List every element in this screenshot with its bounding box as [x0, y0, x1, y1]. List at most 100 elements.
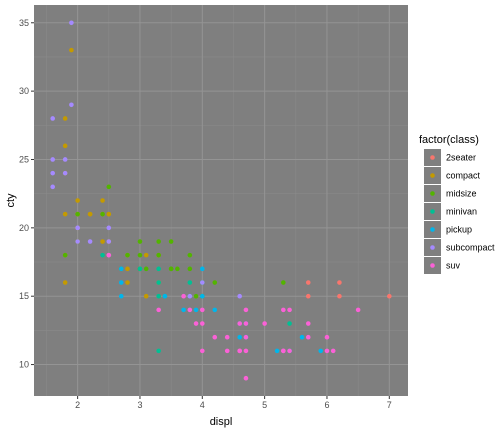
point-midsize: [100, 211, 105, 217]
data-points: [50, 20, 392, 381]
point-midsize: [156, 252, 161, 258]
point-suv: [243, 375, 249, 381]
point-minivan: [137, 266, 143, 272]
legend-items: 2seater compact midsize minivan pickup subcom…: [424, 149, 495, 274]
point-subcompact: [62, 157, 68, 162]
legend-swatch-subcompact: [430, 245, 435, 250]
point-compact: [125, 266, 130, 272]
point-midsize: [137, 252, 143, 258]
legend-label-2seater: 2seater: [446, 153, 476, 163]
point-suv: [243, 307, 249, 313]
point-compact: [100, 198, 105, 203]
point-midsize: [175, 266, 180, 272]
point-subcompact: [75, 225, 80, 231]
major-gridlines: [34, 5, 408, 396]
point-compact: [87, 211, 93, 217]
point-suv: [287, 348, 292, 354]
point-compact: [69, 47, 74, 53]
point-minivan: [100, 252, 105, 258]
point-midsize: [62, 252, 68, 258]
point-subcompact: [50, 170, 55, 176]
point-suv: [156, 307, 161, 313]
legend-label-pickup: pickup: [446, 225, 472, 235]
legend-label-subcompact: subcompact: [446, 243, 495, 253]
point-subcompact: [187, 293, 193, 299]
point-2seater: [337, 293, 342, 299]
point-suv: [200, 348, 205, 354]
legend-swatch-suv: [430, 263, 435, 268]
point-suv: [237, 321, 242, 326]
x-tick-label: 2: [75, 400, 80, 410]
point-midsize: [187, 252, 193, 258]
point-suv: [187, 307, 193, 313]
point-2seater: [337, 280, 342, 285]
point-minivan: [187, 280, 193, 285]
legend-swatch-2seater: [430, 155, 435, 160]
point-suv: [324, 334, 330, 340]
x-tick-label: 7: [387, 400, 392, 410]
point-subcompact: [200, 280, 205, 285]
point-compact: [100, 239, 105, 244]
point-suv: [224, 348, 230, 354]
point-suv: [212, 334, 218, 340]
legend-label-midsize: midsize: [446, 189, 477, 199]
point-pickup: [162, 293, 168, 299]
legend-label-minivan: minivan: [446, 207, 477, 217]
x-tick-label: 6: [324, 400, 329, 410]
point-suv: [243, 348, 249, 354]
point-suv: [287, 307, 292, 313]
point-compact: [143, 252, 149, 258]
y-tick-label: 30: [19, 86, 29, 96]
x-tick-label: 4: [200, 400, 205, 410]
point-pickup: [200, 293, 205, 299]
point-compact: [143, 293, 149, 299]
legend-title: factor(class): [419, 134, 479, 146]
point-suv: [224, 334, 230, 340]
legend-swatch-compact: [430, 173, 435, 178]
point-suv: [200, 307, 205, 313]
legend-swatch-pickup: [430, 227, 435, 232]
point-suv: [355, 307, 361, 313]
point-suv: [243, 321, 249, 326]
plot-panel: [34, 5, 408, 396]
point-compact: [106, 211, 112, 217]
point-midsize: [125, 252, 130, 258]
point-subcompact: [69, 20, 74, 26]
point-suv: [243, 334, 249, 340]
legend-swatch-minivan: [430, 209, 435, 214]
legend-swatch-midsize: [430, 191, 435, 196]
x-tick-label: 5: [262, 400, 267, 410]
point-2seater: [387, 293, 392, 299]
point-subcompact: [237, 293, 242, 299]
legend-label-suv: suv: [446, 261, 461, 271]
point-pickup: [193, 307, 199, 313]
x-tick-label: 3: [137, 400, 142, 410]
point-pickup: [118, 293, 124, 299]
point-2seater: [305, 293, 311, 299]
y-axis: 10 15 20 25 30 35: [19, 18, 34, 370]
point-subcompact: [106, 225, 112, 231]
y-tick-label: 25: [19, 154, 29, 164]
legend: factor(class) 2seater compact midsize miniv…: [419, 134, 495, 274]
y-tick-label: 35: [19, 18, 29, 28]
point-compact: [62, 280, 68, 285]
point-pickup: [318, 348, 324, 354]
point-midsize: [168, 266, 174, 272]
point-suv: [181, 293, 186, 299]
point-minivan: [156, 280, 161, 285]
point-midsize: [156, 239, 161, 244]
point-minivan: [156, 293, 161, 299]
point-pickup: [237, 334, 242, 340]
point-midsize: [75, 211, 80, 217]
point-compact: [62, 116, 68, 121]
x-axis: 2 3 4 5 6 7: [75, 396, 392, 410]
point-suv: [324, 348, 330, 354]
point-compact: [62, 211, 68, 217]
x-axis-title: displ: [210, 416, 233, 428]
point-suv: [106, 252, 112, 258]
point-midsize: [137, 239, 143, 244]
point-suv: [281, 348, 286, 354]
point-subcompact: [50, 116, 55, 121]
point-suv: [305, 334, 311, 340]
